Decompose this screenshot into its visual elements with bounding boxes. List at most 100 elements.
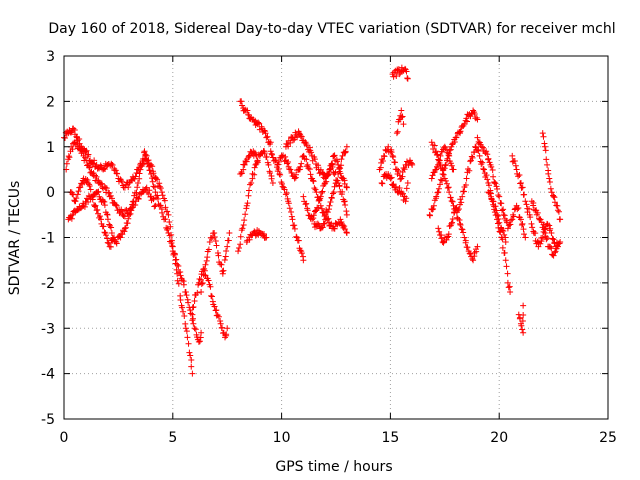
data-point	[82, 154, 89, 161]
data-point	[520, 302, 527, 309]
data-point	[342, 226, 349, 233]
data-point	[389, 152, 396, 159]
data-point	[244, 107, 251, 114]
data-point	[319, 188, 326, 195]
data-point	[453, 134, 460, 141]
data-point	[439, 177, 446, 184]
data-point	[305, 165, 312, 172]
series-mchl	[61, 64, 564, 377]
data-point	[404, 75, 411, 82]
data-point	[285, 159, 292, 166]
data-point	[184, 334, 191, 341]
data-point	[116, 210, 123, 217]
data-point	[223, 248, 230, 255]
data-point	[463, 175, 470, 182]
data-point	[157, 185, 164, 192]
data-point	[522, 198, 529, 205]
data-point	[245, 192, 252, 199]
data-point	[141, 148, 148, 155]
data-point	[187, 352, 194, 359]
data-point	[326, 202, 333, 209]
data-point	[379, 180, 386, 187]
data-point	[443, 180, 450, 187]
data-point	[550, 236, 557, 243]
data-point	[195, 338, 202, 345]
data-point	[468, 153, 475, 160]
x-tick-label: 5	[168, 430, 177, 446]
data-point	[182, 288, 189, 295]
data-point	[276, 170, 283, 177]
data-point	[433, 193, 440, 200]
data-point	[398, 114, 405, 121]
data-point	[535, 239, 542, 246]
data-point	[103, 185, 110, 192]
data-point	[157, 202, 164, 209]
data-point	[551, 194, 558, 201]
data-point	[436, 157, 443, 164]
data-point	[534, 209, 541, 216]
data-point	[136, 170, 143, 177]
data-point	[540, 133, 547, 140]
data-point	[520, 329, 527, 336]
data-point	[542, 147, 549, 154]
data-point	[430, 202, 437, 209]
data-point	[107, 222, 114, 229]
data-point	[95, 188, 102, 195]
data-point	[310, 215, 317, 222]
data-point	[260, 231, 267, 238]
data-point	[462, 237, 469, 244]
data-point	[286, 205, 293, 212]
data-point	[182, 320, 189, 327]
data-point	[183, 328, 190, 335]
data-point	[504, 225, 511, 232]
data-point	[205, 277, 212, 284]
data-point	[456, 129, 463, 136]
data-point	[539, 234, 546, 241]
data-point	[506, 283, 513, 290]
data-point	[404, 75, 411, 82]
data-point	[546, 179, 553, 186]
data-point	[486, 182, 493, 189]
data-point	[161, 197, 168, 204]
data-point	[87, 186, 94, 193]
data-point	[97, 213, 104, 220]
data-point	[390, 154, 397, 161]
data-point	[322, 180, 329, 187]
data-point	[516, 314, 523, 321]
data-point	[318, 205, 325, 212]
data-point	[496, 219, 503, 226]
data-point	[541, 143, 548, 150]
data-point	[74, 191, 81, 198]
data-point	[437, 181, 444, 188]
data-point	[278, 152, 285, 159]
data-point	[79, 148, 86, 155]
data-point	[108, 160, 115, 167]
data-point	[435, 161, 442, 168]
data-point	[494, 185, 501, 192]
data-point	[472, 143, 479, 150]
data-point	[265, 161, 272, 168]
data-point	[105, 240, 112, 247]
data-point	[164, 208, 171, 215]
y-tick-label: -5	[41, 412, 55, 428]
data-point	[76, 143, 83, 150]
data-point	[96, 193, 103, 200]
data-point	[65, 153, 72, 160]
data-point	[142, 185, 149, 192]
data-point	[80, 202, 87, 209]
y-tick-label: 1	[46, 140, 55, 156]
data-point	[159, 209, 166, 216]
data-point	[199, 279, 206, 286]
data-point	[441, 143, 448, 150]
data-point	[177, 296, 184, 303]
data-point	[311, 185, 318, 192]
data-point	[298, 160, 305, 167]
data-point	[443, 234, 450, 241]
data-point	[175, 262, 182, 269]
data-point	[245, 187, 252, 194]
data-point	[235, 248, 242, 255]
data-point	[488, 163, 495, 170]
data-point	[454, 215, 461, 222]
data-point	[171, 250, 178, 257]
data-point	[520, 312, 527, 319]
